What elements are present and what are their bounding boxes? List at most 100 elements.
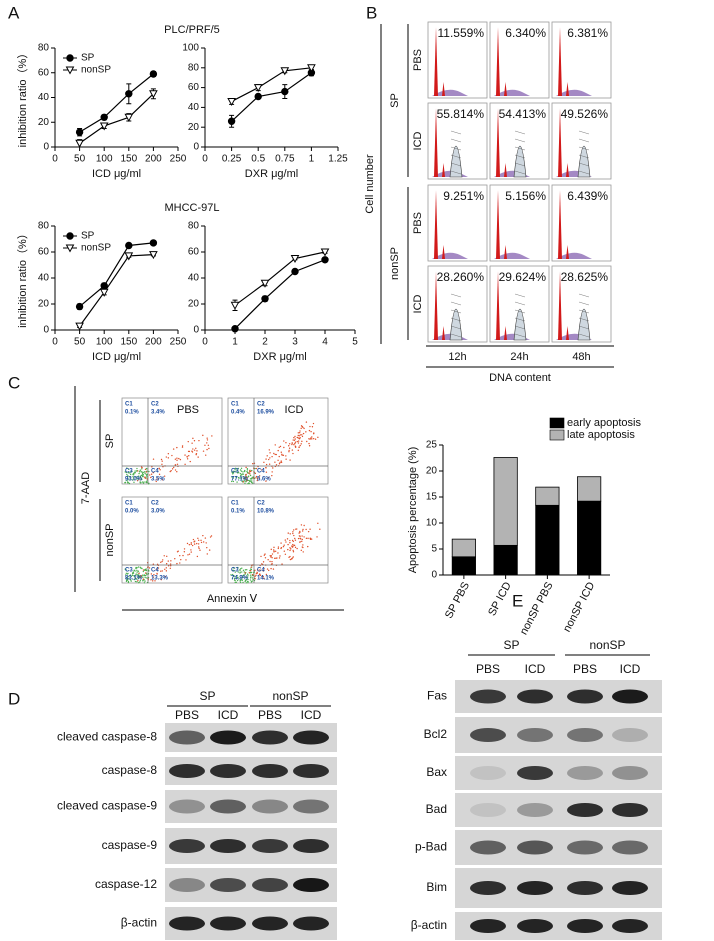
event-dot <box>314 438 317 440</box>
event-dot <box>129 579 132 581</box>
event-dot <box>292 532 294 535</box>
event-dot <box>245 576 248 579</box>
hatch <box>450 293 462 298</box>
event-dot <box>279 445 282 448</box>
event-dot <box>132 572 134 574</box>
event-dot <box>157 567 160 569</box>
legend-swatch <box>549 417 565 429</box>
event-dot <box>265 458 267 460</box>
event-dot <box>283 440 285 442</box>
event-dot <box>236 481 238 483</box>
event-dot <box>292 531 294 533</box>
event-dot <box>289 555 291 558</box>
hatch <box>450 162 462 167</box>
event-dot <box>130 478 132 481</box>
event-dot <box>233 578 236 580</box>
event-dot <box>296 436 298 439</box>
quadrant-value: 5.6% <box>257 477 271 483</box>
event-dot <box>274 444 276 446</box>
series-line <box>231 67 312 102</box>
event-dot <box>156 573 158 575</box>
hatch <box>450 333 462 338</box>
g2-peak <box>442 326 445 340</box>
row-label: ICD <box>412 294 424 313</box>
event-dot <box>174 458 177 460</box>
event-dot <box>278 463 281 465</box>
quadrant-value: 14.1% <box>257 576 275 582</box>
event-dot <box>293 436 295 439</box>
event-dot <box>271 455 273 458</box>
event-dot <box>129 473 132 476</box>
event-dot <box>259 569 261 571</box>
x-tick-label: 5 <box>352 337 358 348</box>
quadrant-value: 77.1% <box>231 477 249 483</box>
event-dot <box>265 573 268 576</box>
quadrant-name: C4 <box>257 469 265 475</box>
event-dot <box>191 442 193 444</box>
event-dot <box>126 579 129 581</box>
event-dot <box>255 574 257 577</box>
event-dot <box>245 466 247 469</box>
event-dot <box>251 577 254 579</box>
event-dot <box>142 482 145 484</box>
marker <box>290 255 300 264</box>
event-dot <box>141 468 143 470</box>
event-dot <box>285 458 287 460</box>
y-tick-label: 60 <box>38 67 50 78</box>
y-tick-label: 60 <box>188 247 200 258</box>
event-dot <box>158 473 161 476</box>
panel-label: E <box>512 591 523 610</box>
event-dot <box>136 571 138 573</box>
event-dot <box>137 566 140 568</box>
legend-label: nonSP <box>81 243 111 254</box>
event-dot <box>198 439 200 442</box>
hatch <box>450 138 462 143</box>
y-tick-label: 80 <box>38 43 50 54</box>
event-dot <box>288 445 290 447</box>
quadrant-name: C2 <box>151 402 159 408</box>
event-dot <box>129 472 131 474</box>
marker <box>149 251 158 260</box>
event-dot <box>268 463 271 465</box>
event-dot <box>317 522 319 525</box>
event-dot <box>296 547 298 550</box>
event-dot <box>272 467 274 469</box>
x-axis-label: ICD μg/ml <box>92 351 141 363</box>
event-dot <box>133 481 135 484</box>
event-dot <box>170 470 172 472</box>
event-dot <box>274 550 277 552</box>
percent-label: 28.625% <box>561 270 609 284</box>
event-dot <box>135 470 138 472</box>
event-dot <box>254 578 256 580</box>
event-dot <box>309 528 311 530</box>
g1-peak <box>558 190 562 259</box>
hatch <box>514 317 526 322</box>
event-dot <box>290 558 293 560</box>
event-dot <box>162 559 164 561</box>
event-dot <box>128 482 131 485</box>
event-dot <box>180 558 182 561</box>
event-dot <box>275 557 277 559</box>
event-dot <box>236 579 239 582</box>
hatch <box>578 146 590 151</box>
y-tick-label: 15 <box>426 492 438 503</box>
event-dot <box>137 478 140 480</box>
event-dot <box>239 472 242 475</box>
event-dot <box>197 456 199 458</box>
event-dot <box>250 571 253 574</box>
x-tick-label: 250 <box>170 337 187 348</box>
g2-peak <box>442 82 445 96</box>
event-dot <box>142 570 145 573</box>
event-dot <box>165 570 168 572</box>
event-dot <box>317 436 319 439</box>
row-label: SP <box>104 434 116 449</box>
time-label: 48h <box>572 351 590 363</box>
band <box>517 919 553 933</box>
marker <box>65 66 75 75</box>
x-axis-label: ICD μg/ml <box>92 168 141 180</box>
event-dot <box>301 535 303 537</box>
event-dot <box>302 426 304 429</box>
event-dot <box>176 471 178 473</box>
event-dot <box>241 578 243 581</box>
event-dot <box>292 540 294 543</box>
